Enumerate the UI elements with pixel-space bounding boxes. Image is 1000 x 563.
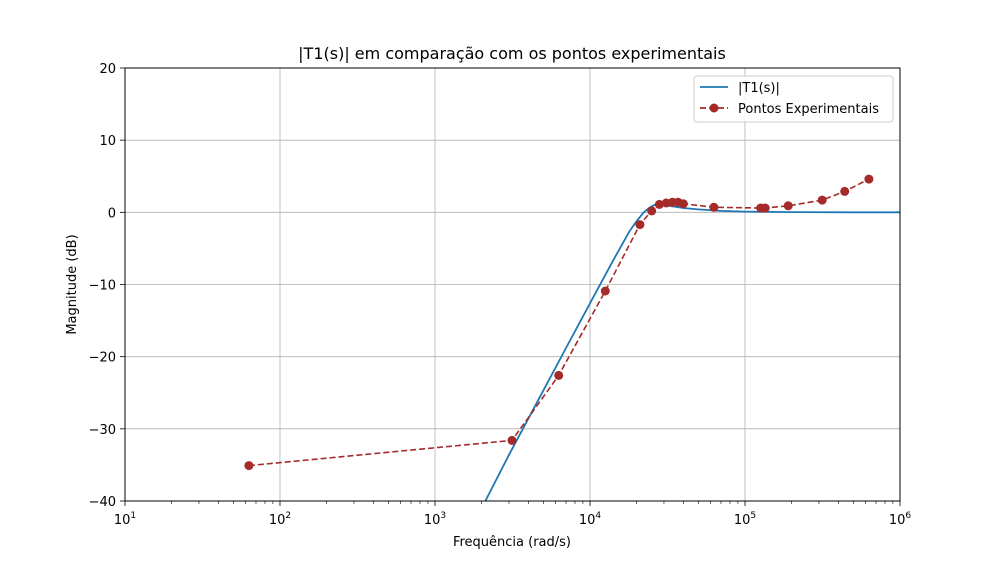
data-point-experimental [554,370,564,380]
series-line-model [484,203,900,501]
data-point-experimental [817,195,827,205]
data-point-experimental [840,186,850,196]
legend-label-experimental: Pontos Experimentais [738,102,879,117]
x-tick-label: 103 [424,511,446,528]
x-tick-label: 106 [889,511,912,528]
data-point-experimental [654,199,664,209]
y-tick-label: −10 [89,279,116,294]
chart-title: |T1(s)| em comparação com os pontos expe… [298,44,726,63]
legend-box [693,75,894,123]
x-tick-label: 104 [579,511,602,528]
x-tick-label-base: 10 [579,513,596,528]
y-tick-label: 0 [108,206,116,221]
legend-label-model: |T1(s)| [738,81,780,96]
data-point-experimental [507,435,517,445]
y-tick-label: −30 [89,423,116,438]
data-point-experimental [600,286,610,296]
x-axis-label: Frequência (rad/s) [453,535,571,550]
x-tick-label: 105 [734,511,756,528]
data-point-experimental [864,174,874,184]
legend-marker-experimental [709,103,719,113]
x-tick-label-exponent: 2 [285,511,291,521]
x-tick-label-exponent: 3 [440,511,446,521]
y-tick-label: −40 [89,495,116,510]
x-tick-label-exponent: 4 [595,511,601,521]
y-axis-label: Magnitude (dB) [65,234,80,334]
data-point-experimental [647,206,657,216]
y-tick-label: 20 [99,62,116,77]
data-point-experimental [709,202,719,212]
legend: |T1(s)| Pontos Experimentais [693,75,894,123]
series-layer [244,174,900,501]
x-tick-label-exponent: 5 [750,511,756,521]
x-tick-label-base: 10 [424,513,441,528]
data-point-experimental [244,461,254,471]
y-tick-label: 10 [99,134,116,149]
x-tick-label-base: 10 [889,513,906,528]
x-tick-label-base: 10 [269,513,286,528]
data-point-experimental [760,203,770,213]
data-point-experimental [635,220,645,230]
x-tick-label: 101 [114,511,136,528]
data-point-experimental [678,199,688,209]
x-tick-label-exponent: 1 [130,511,136,521]
plot-frame [124,67,901,502]
data-point-experimental [783,201,793,211]
x-tick-label-base: 10 [734,513,751,528]
x-tick-label: 102 [269,511,291,528]
y-tick-label: −20 [89,351,116,366]
x-tick-label-base: 10 [114,513,131,528]
x-tick-label-exponent: 6 [905,511,911,521]
